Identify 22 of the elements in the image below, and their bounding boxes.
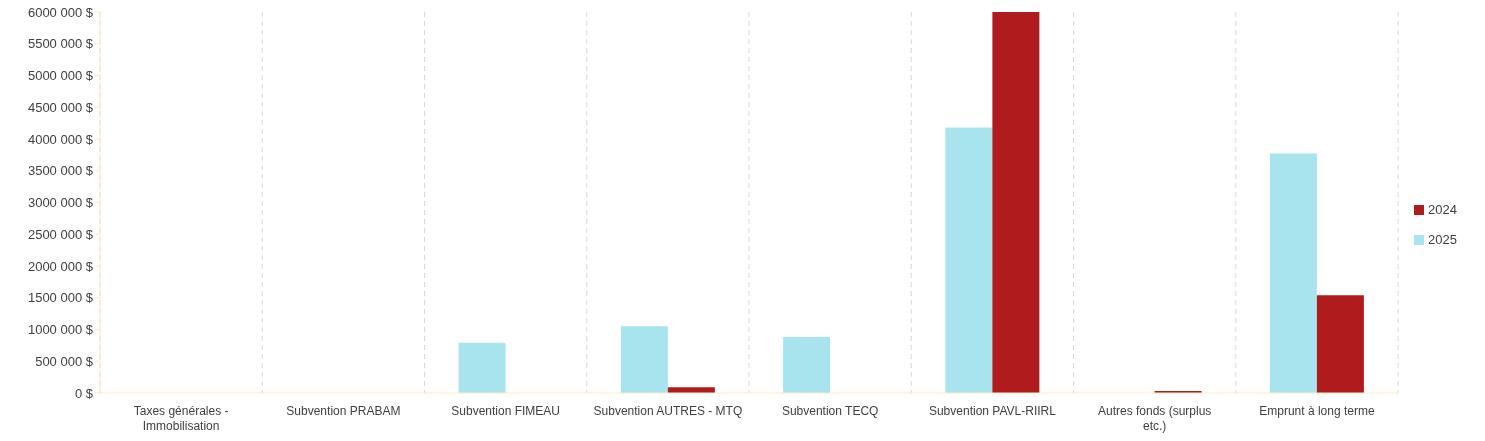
y-tick-label: 2500 000 $ bbox=[27, 226, 94, 242]
x-tick-label: Subvention TECQ bbox=[781, 404, 879, 418]
x-tick-label: Taxes générales - Immobilisation bbox=[133, 404, 229, 433]
x-tick-label: Subvention AUTRES - MTQ bbox=[593, 404, 743, 418]
y-tick-label: 3000 000 $ bbox=[27, 195, 94, 211]
y-tick-label: 5500 000 $ bbox=[27, 36, 94, 52]
x-tick-label: Emprunt à long terme bbox=[1259, 404, 1375, 418]
y-tick-label: 0 $ bbox=[74, 385, 94, 401]
x-tick-label: Subvention PRABAM bbox=[286, 404, 401, 418]
x-tick-label: Subvention FIMEAU bbox=[451, 404, 561, 418]
y-tick-label: 1500 000 $ bbox=[27, 290, 94, 306]
x-tick-label: Subvention PAVL-RIIRL bbox=[928, 404, 1057, 418]
y-tick-label: 5000 000 $ bbox=[27, 68, 94, 84]
y-tick-label: 500 000 $ bbox=[35, 353, 94, 369]
legend-label: 2024 bbox=[1428, 201, 1457, 217]
y-tick-label: 1000 000 $ bbox=[27, 322, 94, 338]
x-tick-label: Autres fonds (surplus etc.) bbox=[1097, 404, 1212, 433]
y-tick-label: 3500 000 $ bbox=[27, 163, 94, 179]
y-tick-label: 2000 000 $ bbox=[27, 258, 94, 274]
legend-label: 2025 bbox=[1428, 231, 1457, 247]
y-tick-label: 4500 000 $ bbox=[27, 99, 94, 115]
y-tick-label: 4000 000 $ bbox=[27, 131, 94, 147]
